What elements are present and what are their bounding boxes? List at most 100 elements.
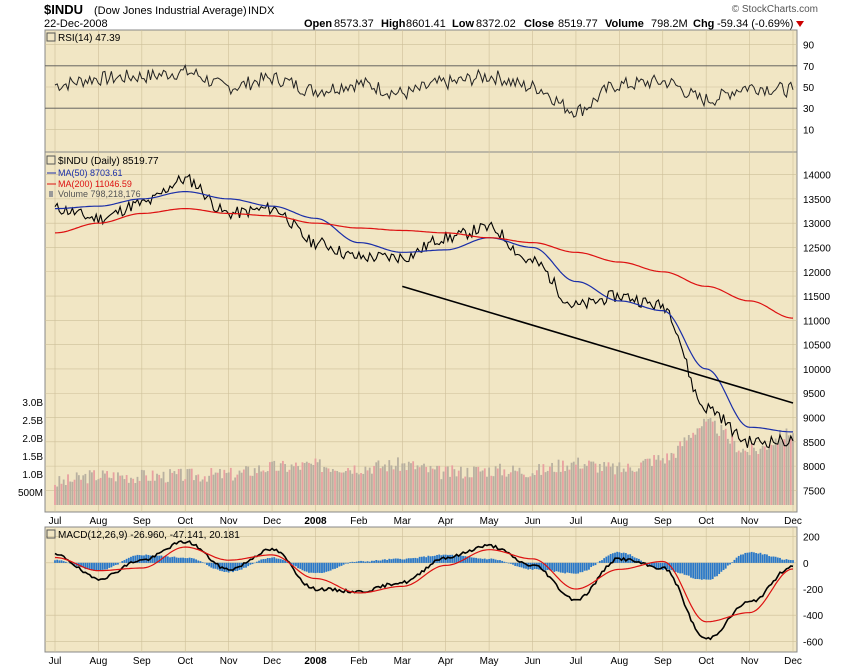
volume-bar xyxy=(106,471,108,505)
volume-bar xyxy=(143,470,145,505)
volume-bar xyxy=(446,466,449,505)
volume-bar xyxy=(344,471,347,505)
volume-bar xyxy=(750,443,753,505)
macd-histogram-bar xyxy=(792,560,794,563)
macd-histogram-bar xyxy=(620,553,623,563)
macd-histogram-bar xyxy=(664,562,666,570)
brand-credit: © StockCharts.com xyxy=(732,4,818,15)
macd-histogram-bar xyxy=(514,562,517,566)
macd-histogram-bar xyxy=(373,560,375,563)
volume-tick-label: 2.0B xyxy=(22,434,43,445)
macd-histogram-bar xyxy=(605,556,608,563)
volume-bar xyxy=(390,465,393,505)
volume-bar xyxy=(377,460,380,505)
volume-bar xyxy=(664,463,666,505)
macd-histogram-bar xyxy=(470,557,473,563)
macd-histogram-bar xyxy=(414,557,417,563)
price-tick-label: 11500 xyxy=(803,292,831,303)
volume-bar xyxy=(470,477,473,505)
volume-bar xyxy=(54,484,56,505)
macd-histogram-bar xyxy=(193,558,195,563)
volume-bar xyxy=(564,471,566,505)
macd-histogram-bar xyxy=(410,558,412,563)
macd-histogram-bar xyxy=(407,558,410,563)
volume-bar xyxy=(386,471,388,505)
macd-histogram-bar xyxy=(371,560,373,563)
volume-bar xyxy=(412,461,415,505)
macd-histogram-bar xyxy=(101,562,104,570)
x-tick-label: Jun xyxy=(524,656,540,667)
volume-bar xyxy=(481,470,484,505)
macd-histogram-bar xyxy=(114,562,117,565)
quote-bar: Open 8573.37 High 8601.41 Low 8372.02 Cl… xyxy=(304,18,804,30)
macd-histogram-bar xyxy=(347,562,349,564)
macd-histogram-bar xyxy=(635,558,638,563)
volume-bar xyxy=(357,474,360,505)
volume-bar xyxy=(677,445,679,505)
volume-bar xyxy=(616,466,619,505)
macd-histogram-bar xyxy=(362,561,365,563)
macd-histogram-bar xyxy=(156,555,158,563)
volume-bar xyxy=(748,455,751,505)
macd-histogram-bar xyxy=(264,558,267,563)
macd-tick-label: 200 xyxy=(803,533,820,544)
volume-bar xyxy=(425,466,428,505)
high-value: 8601.41 xyxy=(406,18,446,30)
price-tick-label: 13000 xyxy=(803,219,831,230)
x-tick-label: Jul xyxy=(570,516,583,527)
macd-histogram-bar xyxy=(492,558,495,563)
macd-histogram-bar xyxy=(112,562,115,566)
macd-histogram-bar xyxy=(724,562,727,569)
macd-histogram-bar xyxy=(525,562,527,569)
volume-bar xyxy=(208,475,211,505)
volume-bar xyxy=(514,470,517,505)
macd-histogram-bar xyxy=(262,559,265,563)
macd-histogram-bar xyxy=(427,555,430,563)
macd-histogram-bar xyxy=(108,562,111,568)
volume-bar xyxy=(329,471,332,505)
legend-ma50: MA(50) 8703.61 xyxy=(58,168,123,178)
macd-histogram-bar xyxy=(668,562,671,570)
volume-bar xyxy=(327,468,330,505)
volume-bar xyxy=(716,433,718,505)
volume-bar xyxy=(653,455,655,505)
macd-histogram-bar xyxy=(577,562,580,574)
macd-tick-label: -600 xyxy=(803,637,823,648)
volume-bar xyxy=(114,481,117,505)
macd-histogram-bar xyxy=(716,562,718,577)
volume-bar xyxy=(245,466,247,505)
macd-histogram-bar xyxy=(162,556,165,563)
volume-bar xyxy=(284,464,286,505)
macd-histogram-bar xyxy=(173,556,176,563)
x-tick-label: Nov xyxy=(220,516,238,527)
macd-histogram-bar xyxy=(82,562,85,568)
x-tick-label: Oct xyxy=(177,656,193,667)
macd-histogram-bar xyxy=(216,562,219,570)
volume-bar xyxy=(568,469,571,505)
volume-bar xyxy=(581,468,584,505)
volume-bar xyxy=(258,465,260,505)
macd-histogram-bar xyxy=(479,558,482,563)
volume-bar xyxy=(104,473,106,505)
macd-histogram-bar xyxy=(464,556,467,563)
rsi-tick-label: 30 xyxy=(803,104,815,115)
macd-histogram-bar xyxy=(766,554,768,563)
macd-histogram-bar xyxy=(232,562,234,573)
volume-bar xyxy=(505,476,508,505)
macd-histogram-bar xyxy=(711,562,714,580)
volume-bar xyxy=(271,461,273,505)
macd-histogram-bar xyxy=(564,562,566,574)
symbol-name: (Dow Jones Industrial Average) xyxy=(94,5,247,17)
volume-bar xyxy=(551,462,553,505)
svg-text:MACD(12,26,9) -26.960, -47.141: MACD(12,26,9) -26.960, -47.141, 20.181 xyxy=(58,530,240,541)
x-tick-label: Dec xyxy=(784,656,802,667)
macd-histogram-bar xyxy=(455,555,458,563)
volume-bar xyxy=(427,472,430,505)
volume-bar xyxy=(414,469,417,505)
macd-histogram-bar xyxy=(214,562,217,569)
macd-histogram-bar xyxy=(740,554,742,563)
volume-bar xyxy=(620,472,623,505)
macd-histogram-bar xyxy=(692,562,695,579)
macd-histogram-bar xyxy=(151,555,154,563)
